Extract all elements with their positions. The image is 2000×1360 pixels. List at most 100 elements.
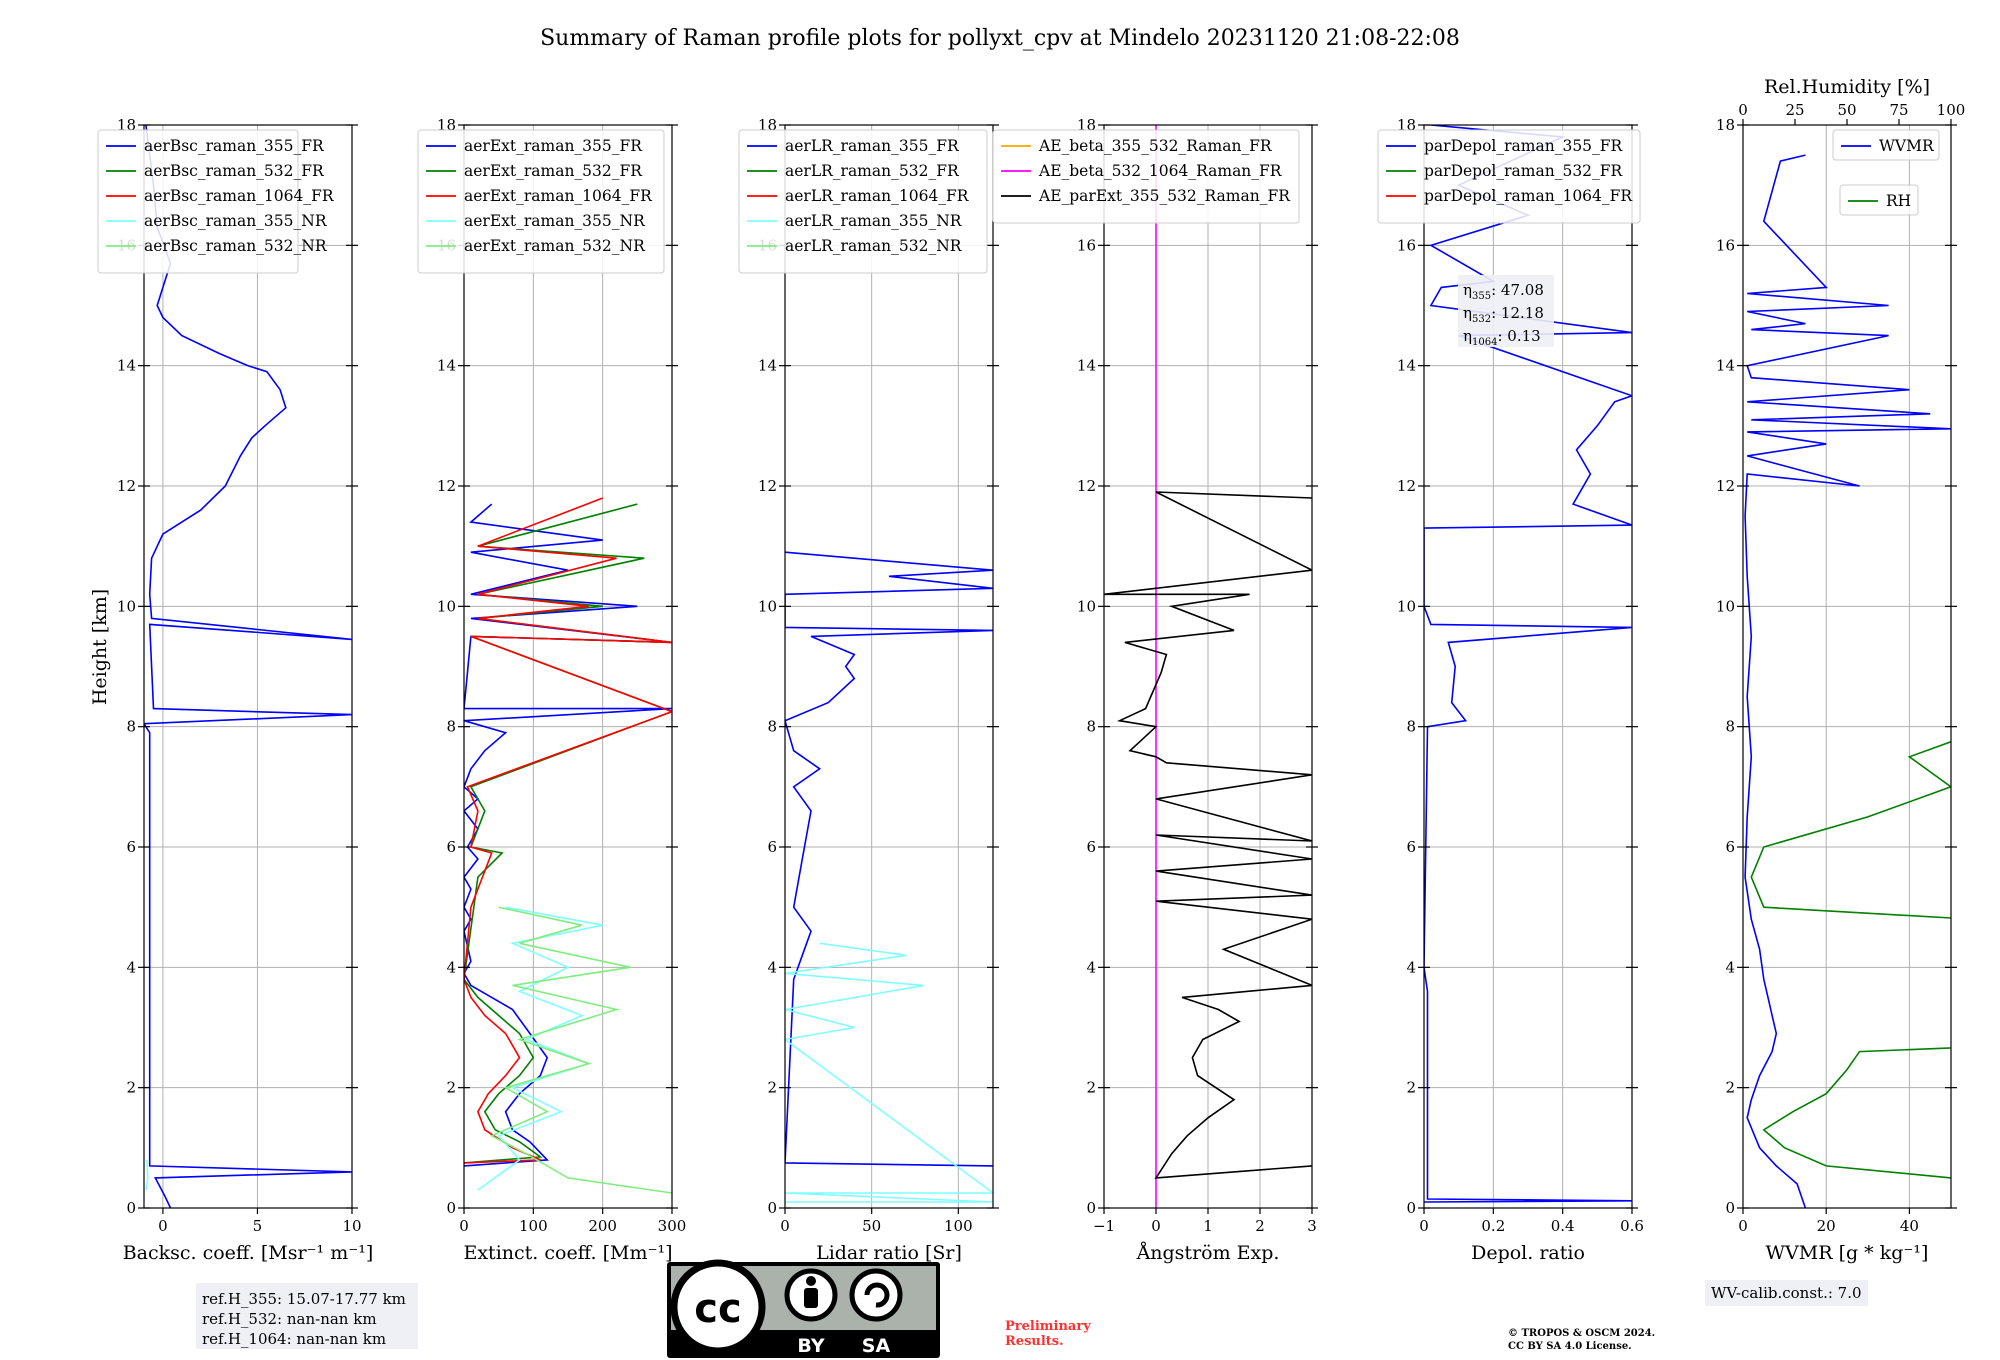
legend-label: aerBsc_raman_1064_FR: [144, 187, 335, 205]
y-tick-label: 14: [437, 357, 456, 375]
y-tick-label: 12: [1716, 477, 1735, 495]
x-tick-label: 0.2: [1481, 1217, 1505, 1235]
by-person-head: [806, 1276, 816, 1286]
y-tick-label: 10: [437, 597, 456, 615]
y-tick-label: 4: [767, 958, 777, 976]
x-tick-label: 40: [1900, 1217, 1919, 1235]
y-tick-label: 16: [1077, 236, 1096, 254]
y-tick-label: 2: [1725, 1079, 1735, 1097]
x2-tick-label: 0: [1738, 101, 1748, 119]
series-line-aerLR_raman_355_FR: [785, 551, 993, 1167]
cc-license-badge: cc BY SA: [667, 1259, 940, 1358]
legend-label: aerExt_raman_532_FR: [464, 162, 643, 180]
legend-label: AE_parExt_355_532_Raman_FR: [1038, 187, 1291, 205]
series-group: [1744, 154, 1951, 1208]
series-line-aerExt_raman_532_NR: [489, 906, 672, 1194]
y-tick-label: 2: [126, 1079, 136, 1097]
x2-tick-label: 100: [1937, 101, 1966, 119]
legend-label: aerExt_raman_355_NR: [464, 212, 646, 230]
x-tick-label: 200: [588, 1217, 617, 1235]
x-tick-label: 0: [780, 1217, 790, 1235]
y-tick-label: 12: [437, 477, 456, 495]
series-group: [1104, 125, 1312, 1208]
x-tick-label: 0: [459, 1217, 469, 1235]
y-tick-label: 8: [446, 718, 456, 736]
x-axis-label: Ångström Exp.: [1136, 1242, 1280, 1264]
y-tick-label: 4: [1406, 958, 1416, 976]
y-tick-label: 16: [1397, 236, 1416, 254]
legend-frame: [1832, 129, 1940, 161]
x-tick-label: 100: [519, 1217, 548, 1235]
legend: aerBsc_raman_355_FR aerBsc_raman_532_FRae…: [97, 129, 335, 274]
eta-value: η355: 47.08: [1463, 281, 1544, 302]
y-tick-label: 8: [126, 718, 136, 736]
x-tick-label: 0.4: [1551, 1217, 1575, 1235]
x-axis-label: Extinct. coeff. [Mm⁻¹]: [463, 1242, 672, 1264]
x-tick-label: 100: [944, 1217, 973, 1235]
legend-label: AE_beta_355_532_Raman_FR: [1038, 137, 1273, 155]
y-tick-label: 2: [1086, 1079, 1096, 1097]
series-line-aerExt_raman_1064_FR: [464, 497, 672, 1164]
x-tick-label: 2: [1255, 1217, 1265, 1235]
y-tick-label: 14: [1716, 357, 1735, 375]
y-tick-label: 14: [1077, 357, 1096, 375]
y-tick-label: 14: [758, 357, 777, 375]
legend-label: parDepol_raman_532_FR: [1424, 162, 1624, 180]
y-tick-label: 2: [767, 1079, 777, 1097]
series-line-RH: [1750, 740, 1951, 1179]
x2-axis-label: Rel.Humidity [%]: [1764, 76, 1930, 98]
y-tick-label: 10: [758, 597, 777, 615]
x-axis-label: Depol. ratio: [1471, 1242, 1585, 1264]
series-line-AE_parExt_355_532_Raman_FR: [1104, 491, 1312, 1179]
series-group: [144, 125, 352, 1208]
series-line-aerLR_raman_355_NR: [785, 942, 993, 1203]
figure-title: Summary of Raman profile plots for polly…: [540, 26, 1460, 51]
legend-frame: [992, 129, 1300, 224]
wv-calib-text: WV-calib.const.: 7.0: [1711, 1284, 1862, 1302]
x-tick-label: 0: [1738, 1217, 1748, 1235]
legend-label: aerExt_raman_355_FR: [464, 137, 643, 155]
y-tick-label: 14: [1397, 357, 1416, 375]
legend-frame: [97, 129, 299, 274]
x-tick-label: 0: [1419, 1217, 1429, 1235]
legend: aerLR_raman_355_FR aerLR_raman_532_FR aerL…: [738, 129, 988, 274]
y-tick-label: 6: [1086, 838, 1096, 856]
series-group: [785, 551, 993, 1203]
y-tick-label: 12: [117, 477, 136, 495]
legend-label: RH: [1886, 192, 1911, 210]
x-tick-label: 300: [658, 1217, 687, 1235]
x-tick-label: 20: [1817, 1217, 1836, 1235]
legend-label: parDepol_raman_355_FR: [1424, 137, 1624, 155]
legend: parDepol_raman_355_FR parDepol_raman_532_…: [1377, 129, 1641, 224]
legend: aerExt_raman_355_FR aerExt_raman_532_FRae…: [417, 129, 665, 274]
ref-h-532: ref.H_532: nan-nan km: [202, 1310, 377, 1328]
y-tick-label: 18: [1716, 116, 1735, 134]
preliminary-line1: Preliminary: [1005, 1319, 1091, 1334]
y-tick-label: 6: [1725, 838, 1735, 856]
copyright-line1: © TROPOS & OSCM 2024.: [1508, 1328, 1655, 1339]
x2-tick-label: 25: [1785, 101, 1804, 119]
series-line-aerExt_raman_532_FR: [464, 503, 672, 1164]
y-tick-label: 6: [1406, 838, 1416, 856]
axes-frame: [143, 124, 353, 1209]
legend-label: aerBsc_raman_355_NR: [144, 212, 328, 230]
y-tick-label: 10: [1397, 597, 1416, 615]
legend-label: aerLR_raman_1064_FR: [785, 187, 970, 205]
y-tick-label: 10: [1077, 597, 1096, 615]
x-tick-label: 0.6: [1620, 1217, 1644, 1235]
x-tick-label: 0: [158, 1217, 168, 1235]
panel-2: 0246810121416180100200300Extinct. coeff.…: [417, 116, 687, 1264]
axes-frame: [784, 124, 994, 1209]
eta-value: η1064: 0.13: [1463, 327, 1541, 348]
legend-label: aerLR_raman_532_NR: [785, 237, 963, 255]
y-tick-label: 0: [446, 1199, 456, 1217]
x-tick-label: −1: [1093, 1217, 1115, 1235]
legend-label: WVMR: [1879, 137, 1935, 155]
legend-label: aerLR_raman_532_FR: [785, 162, 960, 180]
cc-logo-icon: [670, 1259, 766, 1355]
panel-1: 0246810121416180510Backsc. coeff. [Msr⁻¹…: [97, 116, 373, 1264]
